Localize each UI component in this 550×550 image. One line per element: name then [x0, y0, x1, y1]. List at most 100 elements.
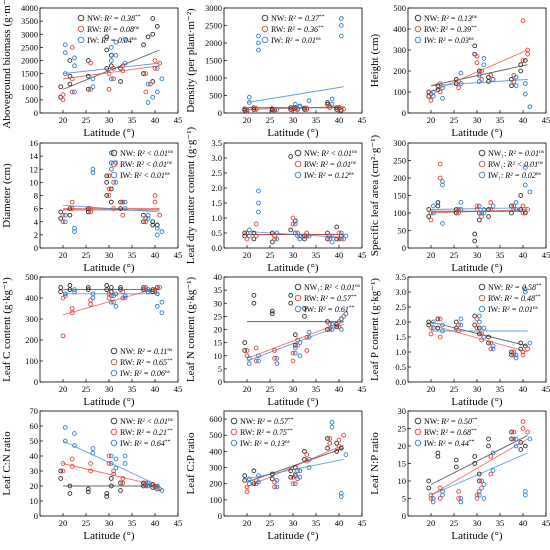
data-point-iw [145, 289, 151, 295]
y-tick-label: 2.0 [211, 183, 222, 193]
y-tick-label: 3.0 [211, 153, 222, 163]
data-point-iw [145, 81, 151, 87]
legend-marker-rw [414, 428, 422, 436]
data-point-nw [453, 464, 459, 470]
y-axis-label: Height (cm) [369, 33, 381, 87]
y-tick-label: 60 [30, 421, 39, 431]
y-tick-label: 16 [30, 138, 39, 148]
data-point-iw [476, 319, 482, 325]
data-point-nw [288, 227, 294, 233]
data-point-iw [292, 230, 298, 236]
y-tick-label: 1500 [205, 56, 222, 66]
panel-9: 20 25 30 35 40 45 0.0 0.5 1.0 1.5 2.0 2.5 3.0 3.5 Lati… [369, 272, 550, 408]
data-point-nw [67, 212, 73, 218]
data-point-iw [329, 327, 335, 332]
y-tick-label: 0 [218, 108, 222, 118]
data-point-iw [329, 321, 335, 327]
y-tick-label: 2000 [205, 38, 222, 48]
data-point-nw [486, 340, 491, 346]
x-tick-label: 30 [289, 384, 298, 394]
y-tick-label: 300 [393, 138, 406, 148]
data-point-rw [88, 209, 93, 215]
y-tick-label: 0 [218, 377, 222, 387]
data-point-nw [108, 483, 114, 489]
x-tick-label: 30 [289, 250, 298, 260]
data-point-iw [145, 287, 151, 292]
data-point-iw [145, 483, 151, 489]
data-point-nw [453, 457, 459, 463]
data-point-iw [297, 236, 303, 242]
data-point-nw [58, 216, 64, 221]
data-point-nw [104, 283, 110, 288]
data-point-iw [329, 233, 335, 239]
data-point-iw [62, 71, 68, 76]
data-point-nw [251, 236, 257, 242]
data-point-nw [104, 173, 110, 179]
y-tick-label: 10 [30, 496, 39, 506]
data-point-nw [85, 73, 91, 79]
data-point-iw [430, 93, 436, 99]
x-tick-label: 20 [427, 518, 436, 528]
y-tick-label: 100 [393, 208, 406, 218]
data-point-iw [527, 189, 533, 195]
x-tick-label: 45 [358, 115, 367, 125]
legend: NW₁: R² = 0.01ns RW₁: R² < 0.01ns IW₁: R² … [478, 149, 544, 180]
data-point-rw [456, 322, 461, 328]
data-point-iw [476, 203, 482, 209]
legend: NW: R² = 0.50** RW: R² = 0.68** IW: R² = 0… [414, 417, 478, 448]
x-axis-label: Latitude (°) [267, 530, 318, 542]
y-tick-label: 25 [398, 424, 407, 434]
data-point-nw [509, 210, 514, 216]
fit-line-rw [430, 438, 528, 496]
data-point-rw [525, 47, 530, 53]
x-tick-label: 40 [151, 115, 160, 125]
y-tick-label: 40 [30, 451, 39, 461]
data-point-nw [476, 217, 482, 223]
legend: NW: R² < 0.01ns RW: R² = 0.01ns IW: R² = 0… [294, 149, 357, 180]
data-point-iw [122, 60, 128, 66]
y-tick-label: 30 [398, 406, 407, 416]
data-point-nw [269, 311, 275, 317]
y-tick-label: 200 [209, 479, 222, 489]
x-tick-label: 30 [105, 250, 114, 260]
legend-marker-iw [294, 305, 302, 313]
data-point-iw [108, 461, 114, 466]
data-point-iw [292, 471, 298, 477]
data-point-iw [440, 489, 445, 494]
data-point-nw [108, 63, 114, 69]
data-point-nw [104, 491, 110, 496]
data-point-rw [88, 206, 93, 211]
data-point-rw [143, 483, 149, 489]
x-tick-label: 40 [335, 518, 344, 528]
x-tick-label: 40 [519, 115, 528, 125]
data-point-iw [522, 289, 528, 295]
legend-entry: IW: R² = 0.64** [120, 439, 171, 448]
x-tick-label: 20 [427, 384, 436, 394]
y-tick-label: 10 [214, 351, 223, 361]
data-point-iw [108, 76, 114, 82]
data-point-rw [106, 87, 112, 92]
data-point-rw [60, 212, 66, 218]
legend-marker-nw [110, 417, 118, 425]
data-point-rw [327, 436, 333, 441]
legend: NW: R² = 0.57** RW: R² = 0.75** IW: R² = 0… [230, 417, 294, 448]
panel-12: 20 25 30 35 40 45 0 5 10 15 20 25 30 Latitude (°) Leaf… [369, 406, 550, 542]
data-point-iw [513, 207, 519, 212]
data-point-iw [527, 340, 533, 346]
legend-marker-iw [110, 369, 118, 377]
data-point-nw [242, 473, 248, 478]
legend-marker-nw [414, 14, 422, 22]
data-point-iw [522, 182, 528, 188]
data-point-iw [145, 216, 151, 221]
data-point-rw [152, 287, 158, 292]
data-point-iw [72, 289, 77, 295]
legend-entry: IW: R² = 0.12ns [304, 171, 354, 180]
data-point-iw [430, 496, 436, 501]
data-point-nw [325, 445, 330, 451]
y-tick-label: 0 [402, 108, 406, 118]
data-point-iw [246, 476, 252, 482]
x-tick-label: 35 [128, 250, 137, 260]
x-tick-label: 25 [82, 518, 91, 528]
data-point-iw [430, 319, 436, 325]
y-tick-label: 1.5 [395, 332, 406, 342]
